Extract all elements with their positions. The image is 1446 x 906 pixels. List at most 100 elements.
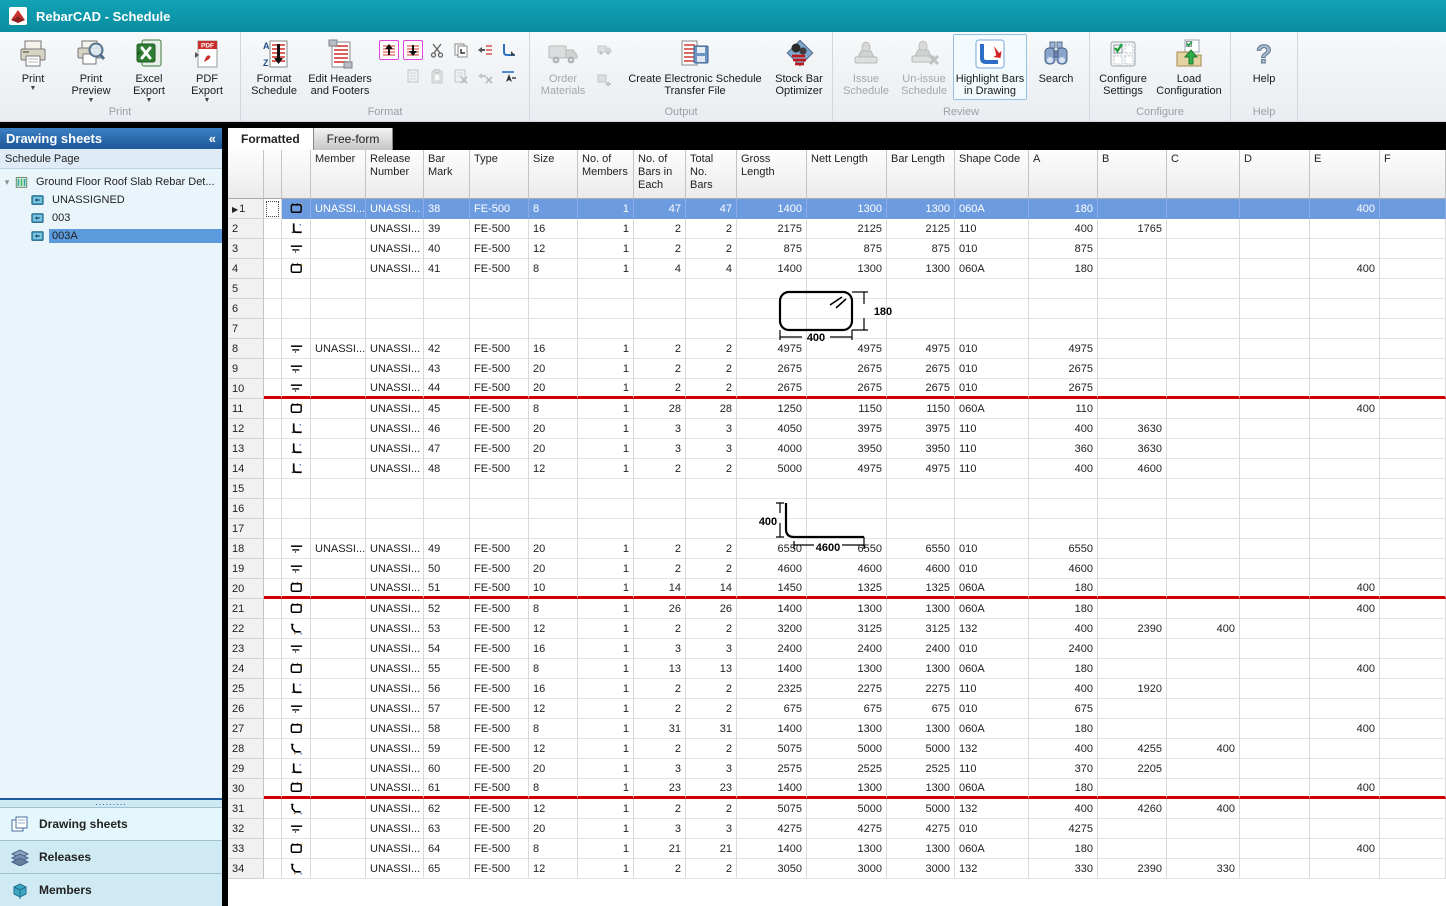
cell-D[interactable] (1240, 679, 1310, 699)
cell-B[interactable]: 4260 (1098, 799, 1167, 819)
cell-g[interactable]: 2675 (737, 379, 807, 399)
cell-s[interactable]: 12 (529, 739, 578, 759)
bar-shape-cell[interactable] (282, 459, 311, 479)
cell-t[interactable] (470, 479, 529, 499)
cell-sc[interactable]: 060A (955, 199, 1029, 219)
cell-C[interactable] (1167, 359, 1240, 379)
cell-C[interactable] (1167, 439, 1240, 459)
cell-s[interactable]: 20 (529, 559, 578, 579)
cell-A[interactable]: 6550 (1029, 539, 1098, 559)
cell-E[interactable] (1310, 619, 1380, 639)
tab-formatted[interactable]: Formatted (228, 128, 314, 150)
cell-bl[interactable]: 875 (887, 239, 955, 259)
cell-E[interactable]: 400 (1310, 719, 1380, 739)
cell-s[interactable] (529, 319, 578, 339)
bar-shape-cell[interactable] (282, 399, 311, 419)
row-number[interactable]: 11 (228, 399, 264, 419)
row-selector-cell[interactable] (264, 659, 282, 679)
cell-A[interactable] (1029, 519, 1098, 539)
row-number[interactable]: 22 (228, 619, 264, 639)
row-number[interactable]: 8 (228, 339, 264, 359)
cell-nb[interactable]: 2 (634, 359, 686, 379)
cell-mk[interactable]: 55 (424, 659, 470, 679)
cell-t[interactable]: FE-500 (470, 859, 529, 879)
cell-g[interactable]: 875 (737, 239, 807, 259)
cell-A[interactable]: 4975 (1029, 339, 1098, 359)
column-header-c[interactable]: C (1167, 150, 1240, 199)
cell-F[interactable] (1380, 299, 1446, 319)
cell-tn[interactable]: 2 (686, 339, 737, 359)
row-number[interactable]: 24 (228, 659, 264, 679)
cell-nm[interactable]: 1 (578, 619, 634, 639)
cell-t[interactable]: FE-500 (470, 779, 529, 799)
cell-D[interactable] (1240, 739, 1310, 759)
cell-sc[interactable]: 110 (955, 419, 1029, 439)
cell-F[interactable] (1380, 239, 1446, 259)
row-selector-cell[interactable] (264, 459, 282, 479)
cell-t[interactable]: FE-500 (470, 599, 529, 619)
tree-expander-icon[interactable]: ▾ (0, 177, 14, 188)
bar-shape-cell[interactable] (282, 839, 311, 859)
cell-t[interactable]: FE-500 (470, 719, 529, 739)
cell-A[interactable]: 875 (1029, 239, 1098, 259)
cell-g[interactable]: 2325 (737, 679, 807, 699)
bar-shape-cell[interactable] (282, 759, 311, 779)
cell-F[interactable] (1380, 559, 1446, 579)
cell-t[interactable] (470, 499, 529, 519)
nav-members[interactable]: Members (0, 873, 222, 906)
row-selector-cell[interactable] (264, 319, 282, 339)
bar-shape-cell[interactable] (282, 579, 311, 599)
cell-nt[interactable]: 3125 (807, 619, 887, 639)
cell-nb[interactable] (634, 299, 686, 319)
cell-sc[interactable]: 060A (955, 839, 1029, 859)
cell-A[interactable]: 400 (1029, 419, 1098, 439)
row-selector-cell[interactable] (264, 819, 282, 839)
cell-s[interactable]: 20 (529, 419, 578, 439)
cell-E[interactable] (1310, 319, 1380, 339)
cell-mk[interactable] (424, 479, 470, 499)
cell-E[interactable] (1310, 439, 1380, 459)
cell-C[interactable] (1167, 839, 1240, 859)
cell-nt[interactable]: 1300 (807, 599, 887, 619)
bar-shape-cell[interactable] (282, 379, 311, 399)
row-selector-cell[interactable] (264, 479, 282, 499)
row-selector-header[interactable] (264, 150, 282, 199)
cell-tn[interactable] (686, 299, 737, 319)
cell-A[interactable]: 2675 (1029, 359, 1098, 379)
cell-B[interactable] (1098, 279, 1167, 299)
cell-B[interactable] (1098, 259, 1167, 279)
column-header-bar-length[interactable]: Bar Length (887, 150, 955, 199)
help-button[interactable]: ?Help (1235, 34, 1293, 100)
cell-B[interactable] (1098, 499, 1167, 519)
cell-B[interactable] (1098, 379, 1167, 399)
cell-r[interactable]: UNASSI... (366, 619, 424, 639)
cell-r[interactable]: UNASSI... (366, 379, 424, 399)
cell-r[interactable]: UNASSI... (366, 859, 424, 879)
row-number[interactable]: 19 (228, 559, 264, 579)
cell-A[interactable]: 400 (1029, 679, 1098, 699)
cell-D[interactable] (1240, 279, 1310, 299)
cell-nt[interactable]: 675 (807, 699, 887, 719)
cell-tn[interactable] (686, 499, 737, 519)
row-selector-cell[interactable] (264, 719, 282, 739)
cell-tn[interactable]: 2 (686, 619, 737, 639)
load-configuration-button[interactable]: Load Configuration (1152, 34, 1226, 100)
cell-mk[interactable] (424, 279, 470, 299)
cell-nb[interactable] (634, 519, 686, 539)
cell-F[interactable] (1380, 479, 1446, 499)
cell-s[interactable]: 20 (529, 359, 578, 379)
cell-bl[interactable]: 1300 (887, 839, 955, 859)
row-selector-cell[interactable] (264, 419, 282, 439)
cell-A[interactable] (1029, 279, 1098, 299)
row-selector-cell[interactable] (264, 679, 282, 699)
cell-D[interactable] (1240, 659, 1310, 679)
cell-D[interactable] (1240, 239, 1310, 259)
cell-m[interactable] (311, 799, 366, 819)
cell-E[interactable] (1310, 459, 1380, 479)
cell-A[interactable]: 180 (1029, 839, 1098, 859)
cell-E[interactable] (1310, 739, 1380, 759)
cell-mk[interactable]: 42 (424, 339, 470, 359)
cell-D[interactable] (1240, 359, 1310, 379)
cell-t[interactable]: FE-500 (470, 239, 529, 259)
cell-sc[interactable]: 060A (955, 779, 1029, 799)
